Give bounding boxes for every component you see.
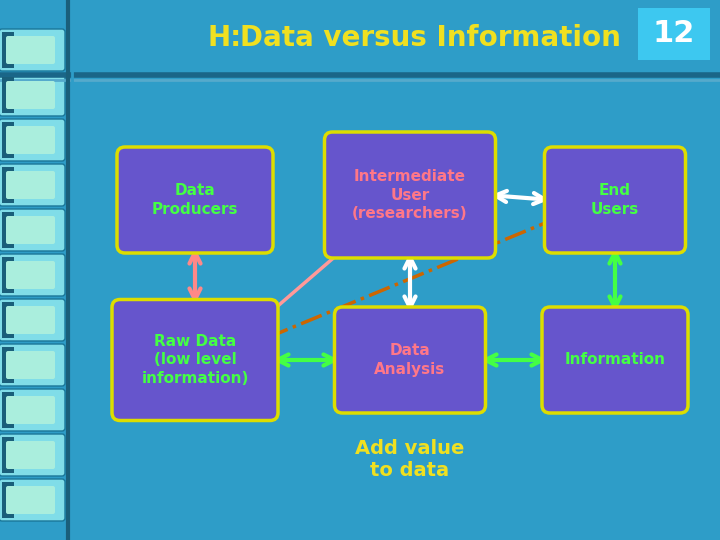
FancyBboxPatch shape	[6, 261, 55, 289]
FancyBboxPatch shape	[6, 486, 55, 514]
Bar	[2, 482, 14, 518]
FancyBboxPatch shape	[0, 209, 65, 251]
FancyBboxPatch shape	[0, 389, 65, 431]
Text: 12: 12	[653, 19, 696, 49]
FancyBboxPatch shape	[0, 164, 65, 206]
Bar	[2, 257, 14, 293]
FancyBboxPatch shape	[0, 254, 65, 296]
FancyBboxPatch shape	[0, 434, 65, 476]
Text: Intermediate
User
(researchers): Intermediate User (researchers)	[352, 169, 468, 221]
FancyBboxPatch shape	[0, 344, 65, 386]
FancyBboxPatch shape	[6, 126, 55, 154]
FancyBboxPatch shape	[0, 74, 65, 116]
FancyBboxPatch shape	[0, 119, 65, 161]
Text: H:: H:	[208, 24, 242, 52]
FancyBboxPatch shape	[335, 307, 485, 413]
FancyBboxPatch shape	[542, 307, 688, 413]
FancyBboxPatch shape	[6, 351, 55, 379]
FancyBboxPatch shape	[6, 306, 55, 334]
Bar	[2, 32, 14, 68]
FancyBboxPatch shape	[325, 132, 495, 258]
FancyBboxPatch shape	[6, 171, 55, 199]
Bar	[2, 167, 14, 203]
Bar	[2, 77, 14, 113]
FancyBboxPatch shape	[544, 147, 685, 253]
FancyBboxPatch shape	[6, 441, 55, 469]
Text: End
Users: End Users	[591, 183, 639, 217]
Text: Data
Producers: Data Producers	[152, 183, 238, 217]
Text: Add value
to data: Add value to data	[355, 440, 464, 481]
Bar	[2, 347, 14, 383]
FancyBboxPatch shape	[112, 300, 278, 421]
Bar	[2, 302, 14, 338]
Text: Data versus Information: Data versus Information	[240, 24, 621, 52]
Text: Raw Data
(low level
information): Raw Data (low level information)	[141, 334, 248, 386]
Bar	[2, 392, 14, 428]
FancyBboxPatch shape	[6, 396, 55, 424]
FancyBboxPatch shape	[117, 147, 273, 253]
FancyBboxPatch shape	[6, 81, 55, 109]
FancyBboxPatch shape	[0, 29, 65, 71]
Bar	[2, 437, 14, 473]
FancyBboxPatch shape	[6, 216, 55, 244]
Bar	[2, 122, 14, 158]
Text: Information: Information	[564, 353, 665, 368]
FancyBboxPatch shape	[0, 299, 65, 341]
Text: Data
Analysis: Data Analysis	[374, 343, 446, 377]
Bar	[2, 212, 14, 248]
FancyBboxPatch shape	[0, 479, 65, 521]
Bar	[638, 8, 710, 60]
FancyBboxPatch shape	[6, 36, 55, 64]
